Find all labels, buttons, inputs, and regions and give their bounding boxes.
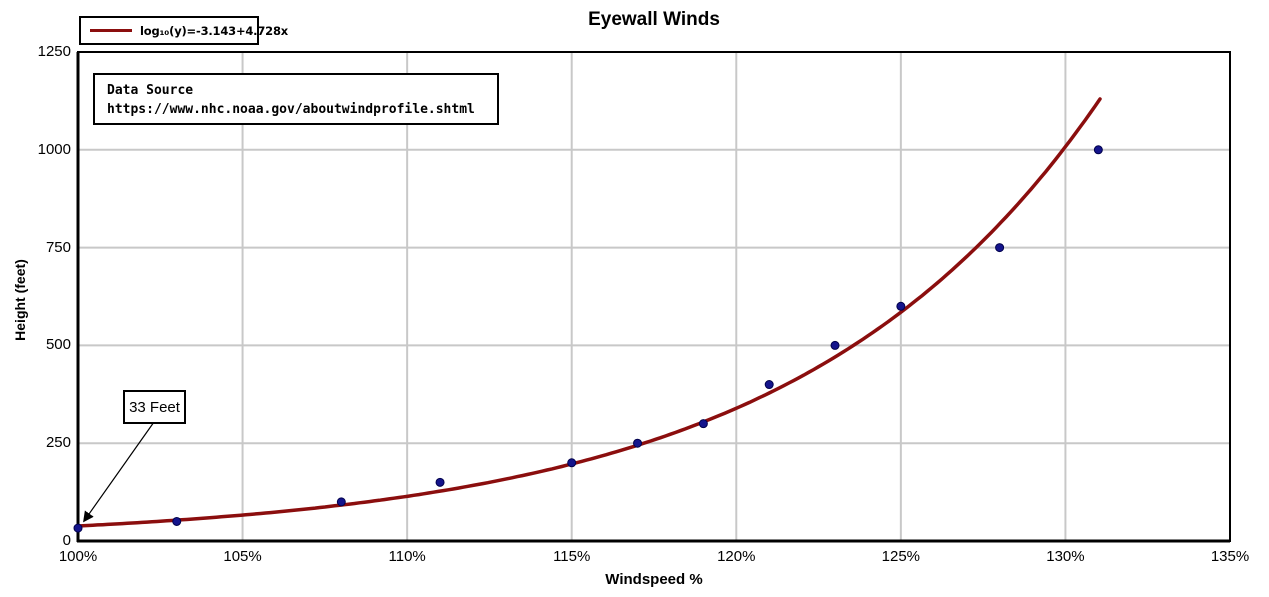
data-point: [435, 477, 445, 487]
data-point-layer: [73, 145, 1103, 533]
fit-line-legend-swatch: [90, 29, 132, 32]
data-point: [995, 243, 1005, 253]
x-tick-label: 130%: [1046, 548, 1085, 565]
annotation-33-feet-box: 33 Feet: [123, 390, 186, 424]
data-point: [172, 516, 182, 526]
data-point: [830, 340, 840, 350]
grid-layer: [78, 52, 1230, 541]
data-source-heading: Data Source: [107, 83, 194, 98]
data-source-url: https://www.nhc.noaa.gov/aboutwindprofil…: [107, 102, 475, 117]
y-tick-label: 1000: [37, 140, 71, 158]
x-axis-label: Windspeed %: [605, 571, 703, 588]
y-tick-label: 0: [62, 532, 71, 549]
y-axis-label: Height (feet): [12, 259, 28, 341]
annotation-33-feet-label: 33 Feet: [129, 398, 180, 416]
x-tick-label: 135%: [1210, 548, 1250, 565]
plot-frame: [76, 51, 1231, 543]
x-tick-label: 120%: [717, 548, 756, 565]
x-tick-label: 100%: [58, 548, 98, 565]
data-source-box: Data Source https://www.nhc.noaa.gov/abo…: [93, 73, 499, 125]
x-tick-label: 115%: [553, 548, 591, 565]
annotation-arrow-layer: [83, 421, 155, 523]
x-tick-label: 105%: [223, 548, 262, 565]
fit-line-layer: [76, 97, 1102, 528]
y-tick-label: 750: [45, 238, 71, 256]
data-point: [1093, 145, 1103, 155]
data-point: [764, 380, 774, 390]
y-tick-label: 500: [45, 336, 71, 354]
fit-curve: [76, 97, 1102, 528]
data-point: [896, 301, 906, 311]
data-point: [567, 458, 577, 468]
x-tick-label: 125%: [881, 548, 921, 565]
legend-equation-label: log₁₀(y)=-3.143+4.728x: [140, 23, 288, 38]
page-title: Eyewall Winds: [588, 9, 720, 30]
data-point: [73, 523, 83, 533]
legend-box: log₁₀(y)=-3.143+4.728x: [79, 16, 288, 45]
data-point: [698, 419, 708, 429]
x-tick-label: 110%: [388, 548, 426, 565]
y-tick-label: 250: [45, 434, 71, 452]
annotation-arrow: [83, 421, 155, 523]
plot-border: [77, 51, 1231, 542]
data-point: [336, 497, 346, 507]
y-tick-label: 1250: [37, 43, 71, 60]
data-point: [633, 438, 643, 448]
